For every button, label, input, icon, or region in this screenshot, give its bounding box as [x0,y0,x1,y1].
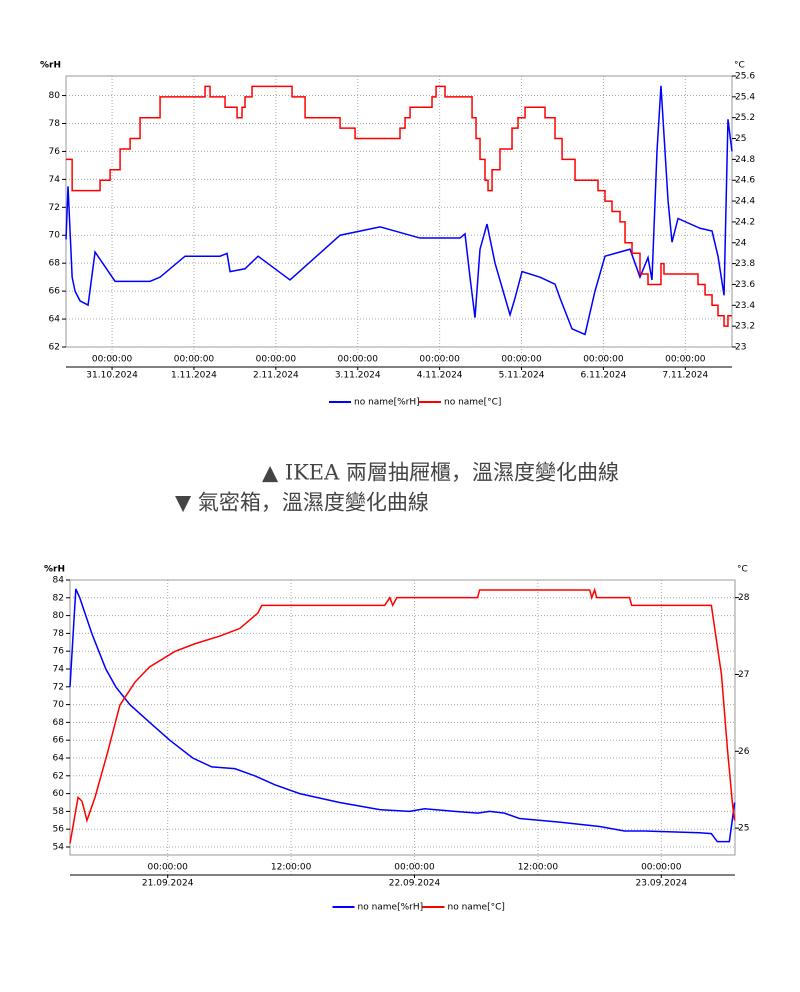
y2-tick-label: 23.2 [735,322,755,332]
y2-tick-label: 23.8 [735,259,755,269]
y2-tick-label: 24.6 [735,176,755,186]
y2-tick-label: 25.4 [735,92,755,102]
y-tick-label: 66 [49,287,61,297]
y2-tick-label: 24.8 [735,155,755,165]
y-tick-label: 74 [53,664,65,674]
y-tick-label: 62 [49,343,60,353]
y-axis-label: %rH [44,565,65,575]
series-line [69,587,736,844]
y-tick-label: 76 [53,647,65,657]
x-tick-label: 00:00:00 [256,355,297,365]
y-tick-label: 64 [53,753,65,763]
y-tick-label: 66 [53,736,65,746]
x-tick-label: 00:00:00 [501,355,542,365]
y-tick-label: 80 [53,611,65,621]
legend-label: no name[%rH] [358,903,424,913]
y-tick-label: 78 [49,119,61,129]
y-tick-label: 72 [53,682,64,692]
x-date-label: 4.11.2024 [417,371,463,381]
y-tick-label: 84 [53,576,65,586]
y2-tick-label: 25.6 [735,72,755,82]
x-tick-label: 00:00:00 [641,863,682,873]
x-tick-label: 00:00:00 [394,863,435,873]
y-tick-label: 62 [53,771,64,781]
x-tick-label: 00:00:00 [583,355,624,365]
x-tick-label: 00:00:00 [338,355,379,365]
y2-tick-label: 23.4 [735,301,755,311]
y-tick-label: 54 [53,842,65,852]
y-tick-label: 70 [49,231,61,241]
legend-label: no name[°C] [444,398,501,408]
x-date-label: 2.11.2024 [253,371,299,381]
caption: ▼ 氣密箱，溫濕度變化曲線 [175,491,429,515]
x-date-label: 6.11.2024 [581,371,627,381]
y-tick-label: 76 [49,147,61,157]
y-tick-label: 60 [53,789,65,799]
x-tick-label: 12:00:00 [518,863,559,873]
x-date-label: 3.11.2024 [335,371,381,381]
x-date-label: 22.09.2024 [389,879,441,889]
x-tick-label: 12:00:00 [271,863,312,873]
y2-tick-label: 26 [738,747,750,757]
x-date-label: 5.11.2024 [499,371,545,381]
y-tick-label: 74 [49,175,61,185]
y2-tick-label: 25 [738,824,749,834]
series-line [66,85,732,327]
y2-tick-label: 27 [738,670,749,680]
y-tick-label: 70 [53,700,65,710]
y-tick-label: 72 [49,203,60,213]
legend-label: no name[°C] [448,903,505,913]
y2-tick-label: 25 [735,134,746,144]
x-tick-label: 00:00:00 [665,355,706,365]
y-tick-label: 78 [53,629,65,639]
x-date-label: 31.10.2024 [86,371,138,381]
plot-area [69,579,736,856]
legend-label: no name[%rH] [354,398,420,408]
y2-tick-label: 23.6 [735,280,755,290]
x-tick-label: 00:00:00 [419,355,460,365]
y-tick-label: 68 [49,259,61,269]
x-date-label: 1.11.2024 [171,371,217,381]
x-tick-label: 00:00:00 [147,863,188,873]
x-tick-label: 00:00:00 [92,355,133,365]
series-line [65,85,733,336]
y-tick-label: 82 [53,593,64,603]
y-axis-label: %rH [40,61,61,71]
y2-axis-label: °C [734,61,745,71]
x-tick-label: 00:00:00 [174,355,215,365]
y2-tick-label: 24.4 [735,197,755,207]
y2-tick-label: 25.2 [735,113,755,123]
y-tick-label: 56 [53,825,65,835]
y-tick-label: 64 [49,315,61,325]
plot-area [65,75,733,348]
y-tick-label: 68 [53,718,65,728]
series-line [69,588,736,843]
y2-tick-label: 24.2 [735,217,755,227]
y2-axis-label: °C [737,565,748,575]
y-tick-label: 58 [53,807,65,817]
y2-tick-label: 23 [735,343,746,353]
x-date-label: 21.09.2024 [142,879,194,889]
y2-tick-label: 24 [735,238,747,248]
y2-tick-label: 28 [738,593,750,603]
y-tick-label: 80 [49,91,61,101]
x-date-label: 7.11.2024 [662,371,708,381]
caption: ▲ IKEA 兩層抽屜櫃，溫濕度變化曲線 [262,461,619,485]
x-date-label: 23.09.2024 [636,879,688,889]
